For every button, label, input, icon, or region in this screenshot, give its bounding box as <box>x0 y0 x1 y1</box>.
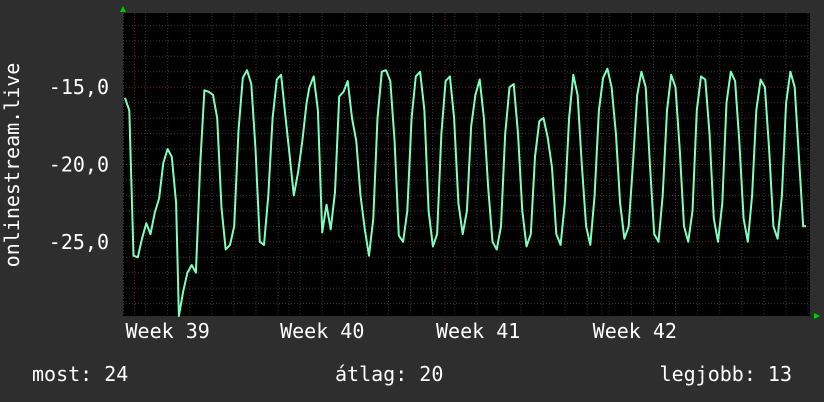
stat-best: legjobb: 13 <box>659 362 792 386</box>
y-axis-ticks: -15,0 -20,0 -25,0 <box>49 75 109 254</box>
y-tick-label: -25,0 <box>49 230 109 254</box>
y-tick-label: -15,0 <box>49 75 109 99</box>
y-axis-label: onlinestream.live <box>0 63 24 268</box>
plot-area <box>123 13 810 316</box>
x-tick-label: Week 39 <box>126 319 210 343</box>
x-tick-label: Week 40 <box>280 319 364 343</box>
x-tick-label: Week 42 <box>593 319 677 343</box>
stat-current: most: 24 <box>32 362 129 386</box>
line-chart: -15,0-20,0-25,0 Week 39 Week 40 Week 41 Wee… <box>0 6 820 343</box>
x-axis-arrow-icon <box>814 313 820 319</box>
y-tick-label: -20,0 <box>49 153 109 177</box>
grid <box>122 13 810 316</box>
stat-average: átlag: 20 <box>335 362 444 386</box>
y-axis-arrow-icon <box>120 6 126 12</box>
series-group <box>124 67 806 317</box>
axis-arrows <box>120 6 820 319</box>
x-axis-ticks: Week 39 Week 40 Week 41 Week 42 <box>126 319 677 343</box>
x-tick-label: Week 41 <box>436 319 520 343</box>
series-line <box>124 67 806 317</box>
